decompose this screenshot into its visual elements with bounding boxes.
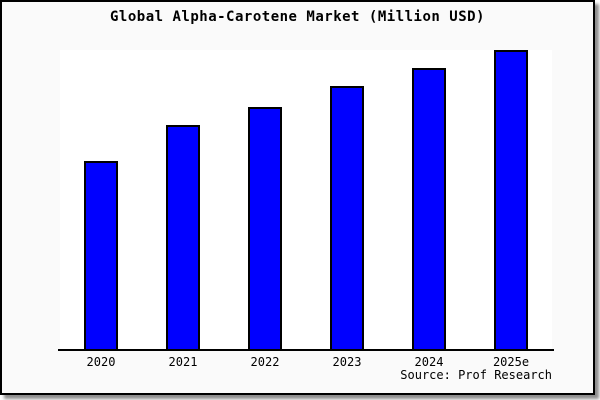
x-tick-label-2022: 2022: [250, 355, 280, 369]
chart-title: Global Alpha-Carotene Market (Million US…: [109, 9, 485, 25]
x-tick-label-2023: 2023: [332, 355, 362, 369]
x-tick-label-2021: 2021: [168, 355, 198, 369]
bar-2022: [248, 107, 282, 351]
source-credit: Source: Prof Research: [400, 368, 552, 382]
bar-2025e: [493, 50, 528, 351]
bar-2023: [330, 86, 364, 351]
x-tick-label-2024: 2024: [414, 355, 444, 369]
chart-figure: Global Alpha-Carotene Market (Million US…: [0, 0, 595, 395]
x-axis-line: [58, 349, 554, 351]
bar-2024: [412, 68, 446, 351]
plot-area: [60, 50, 552, 351]
x-axis-labels: 2020 2021 2022 2023 2024 2025e: [60, 355, 552, 371]
bar-2021: [166, 125, 200, 351]
bar-2020: [83, 161, 118, 351]
x-tick-label-2020: 2020: [86, 355, 116, 369]
x-tick-label-2025e: 2025e: [492, 355, 530, 369]
